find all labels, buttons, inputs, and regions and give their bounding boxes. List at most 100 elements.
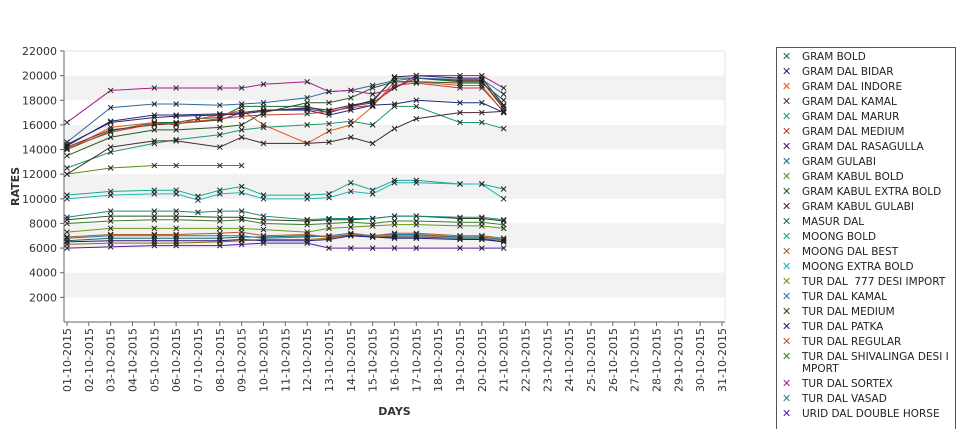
x-tick-label: 16-10-2015 (389, 328, 402, 392)
data-point (107, 192, 114, 198)
series-line (66, 77, 505, 148)
data-point (64, 139, 70, 146)
data-point (413, 179, 420, 186)
x-tick-label: 25-10-2015 (585, 328, 598, 392)
data-point (173, 208, 180, 214)
data-point (238, 113, 245, 120)
legend-item: ✕ TUR DAL REGULAR (777, 336, 955, 349)
x-tick-label: 07-10-2015 (192, 328, 205, 392)
legend-label: GRAM DAL RASAGULLA (802, 141, 924, 153)
data-point (64, 144, 70, 150)
data-point (151, 231, 158, 238)
data-point (304, 99, 311, 106)
data-point (326, 234, 332, 240)
data-point (260, 140, 267, 147)
data-point (304, 94, 311, 101)
data-point (304, 104, 311, 111)
y-tick-label: 4000 (29, 267, 57, 280)
axes: 2000 4000 6000 8000 10000 12000 14000 16000 1800… (22, 45, 729, 392)
data-point (413, 115, 420, 122)
data-point (326, 236, 332, 243)
data-point (457, 232, 463, 239)
data-point (64, 171, 70, 178)
data-point (107, 237, 114, 244)
data-point (413, 235, 420, 242)
x-tick-label: 23-10-2015 (541, 328, 554, 392)
data-point (369, 215, 376, 222)
data-point (457, 214, 463, 221)
legend-marker-icon: ✕ (782, 80, 792, 93)
data-point (500, 186, 507, 192)
series-layer (64, 72, 507, 251)
data-point (457, 99, 463, 106)
data-point (478, 119, 485, 126)
legend-item: ✕ GRAM DAL INDORE (777, 80, 955, 94)
data-point (216, 237, 223, 244)
data-point (391, 78, 398, 85)
data-point (216, 162, 223, 169)
legend-marker-icon: ✕ (782, 377, 792, 390)
grid-band (64, 272, 725, 298)
data-point (391, 213, 398, 219)
legend-item: ✕ GRAM DAL MARUR (777, 111, 955, 124)
data-point (151, 85, 158, 91)
series-19 (64, 229, 507, 242)
legend-marker-icon: ✕ (782, 50, 792, 63)
y-tick-label: 14000 (22, 144, 57, 157)
data-point (391, 245, 398, 251)
data-point (151, 242, 158, 249)
legend-label: TUR DAL VASAD (802, 393, 887, 405)
legend-item: ✕ TUR DAL KAMAL (777, 291, 955, 304)
data-point (478, 99, 485, 106)
data-point (151, 225, 158, 232)
x-tick-label: 27-10-2015 (629, 328, 642, 392)
series-line (66, 219, 504, 226)
data-point (500, 103, 507, 110)
data-point (260, 240, 267, 247)
legend-label: GRAM DAL INDORE (802, 81, 903, 93)
legend-item: ✕ TUR DAL 777 DESI IMPORT (777, 276, 955, 289)
data-point (107, 144, 114, 150)
data-point (391, 85, 398, 91)
data-point (369, 223, 376, 229)
data-point (107, 231, 114, 238)
legend-marker-icon: ✕ (782, 95, 792, 108)
data-point (369, 245, 376, 251)
data-point (500, 245, 507, 251)
data-point (216, 218, 223, 224)
data-point (173, 237, 180, 244)
data-point (238, 85, 245, 91)
data-point (369, 99, 376, 106)
data-point (173, 85, 180, 91)
data-point (238, 134, 245, 141)
data-point (151, 140, 158, 147)
data-point (413, 72, 420, 79)
data-point (216, 230, 223, 237)
data-point (151, 240, 158, 247)
legend-item: ✕ TUR DAL SORTEX (777, 377, 955, 391)
data-point (216, 131, 223, 138)
data-point (64, 152, 70, 159)
data-point (326, 194, 332, 201)
data-point (304, 221, 311, 228)
data-point (260, 124, 267, 131)
x-axis-title: DAYS (378, 405, 411, 418)
x-tick-label: 09-10-2015 (236, 328, 249, 392)
data-point (151, 237, 158, 244)
data-point (151, 191, 158, 197)
data-point (391, 179, 398, 186)
data-point (500, 91, 507, 97)
data-point (369, 140, 376, 147)
data-point (413, 245, 420, 251)
series-line (66, 224, 504, 233)
x-tick-label: 05-10-2015 (148, 328, 161, 392)
data-point (369, 220, 376, 227)
legend-label: TUR DAL 777 DESI IMPORT (802, 276, 946, 288)
x-tick-label: 24-10-2015 (563, 328, 576, 392)
x-tick-label: 11-10-2015 (279, 328, 292, 392)
y-tick-label: 2000 (29, 291, 57, 304)
data-point (391, 101, 398, 107)
data-point (413, 230, 420, 237)
series-line (66, 81, 504, 157)
data-point (173, 231, 180, 238)
